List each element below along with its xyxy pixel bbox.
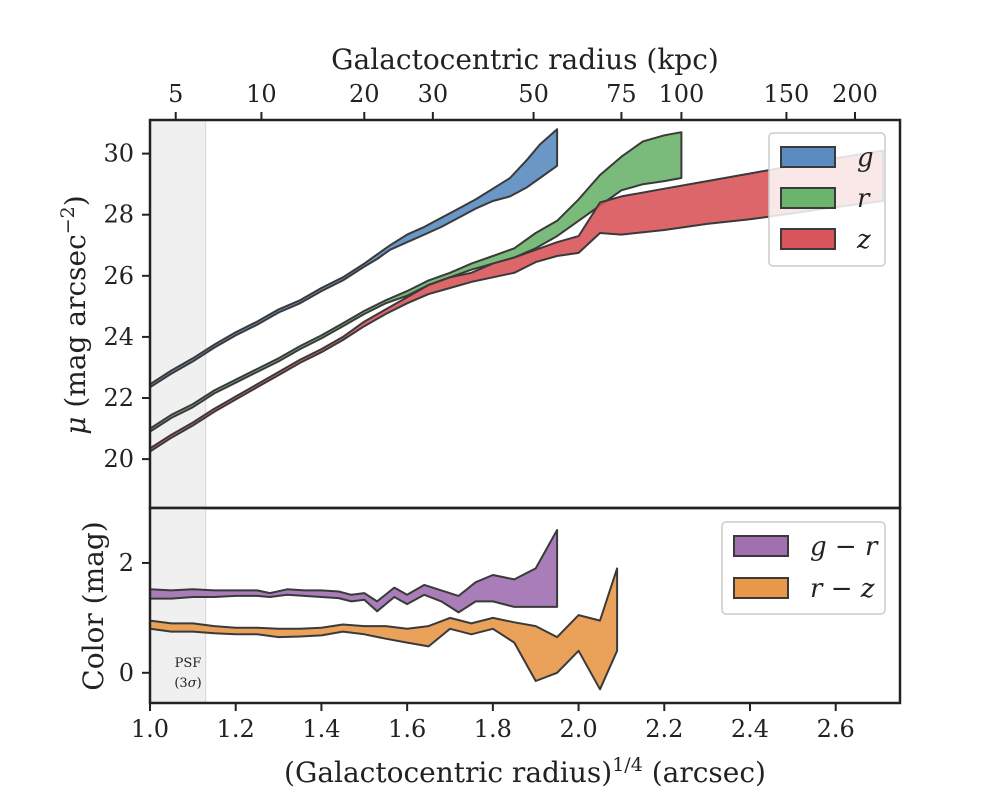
mu-symbol: μ: [59, 417, 92, 435]
bottom-y-ticks: 02: [119, 549, 150, 687]
top-x-axis-label: Galactocentric radius (kpc): [331, 43, 719, 76]
legend-label: r − z: [810, 574, 875, 604]
x-tick-label: 1.8: [474, 715, 512, 743]
legend-swatch: [733, 535, 789, 557]
psf-shade-rect: [150, 120, 206, 508]
kpc-tick-label: 100: [659, 80, 705, 108]
y-tick-label: 0: [119, 659, 134, 687]
top-y-axis-label: μ (mag arcsec−2): [57, 195, 92, 434]
bottom-x-ticks: 1.0 1.2 1.4 1.6 1.8 2.0 2.2 2.4 2.6: [131, 703, 855, 743]
series-band-r: [149, 131, 683, 433]
x-tick-label: 2.4: [731, 715, 769, 743]
y-tick-label: 26: [103, 262, 134, 290]
kpc-tick-label: 200: [832, 80, 878, 108]
kpc-tick-label: 150: [764, 80, 810, 108]
color-panel: 02 1.0 1.2 1.4 1.6 1.8 2.0 2.2 2.4 2.6 PSF (3σ) …: [77, 506, 902, 789]
y-tick-label: 28: [103, 201, 134, 229]
bottom-panel-frame: [148, 506, 902, 705]
psf-shaded-region: [150, 508, 207, 703]
y-tick-label: 22: [103, 384, 134, 412]
ylabel-superscript: −2: [57, 206, 79, 234]
bottom-y-axis-label: Color (mag): [77, 521, 110, 690]
legend-swatch: [780, 228, 836, 250]
x-tick-label: 2.2: [645, 715, 683, 743]
legend-label: r: [857, 184, 871, 214]
kpc-tick-label: 30: [418, 80, 449, 108]
top-kpc-ticks: 5 10 20 30 50 75 100 150 200: [168, 80, 878, 120]
kpc-tick-label: 50: [518, 80, 549, 108]
kpc-tick-label: 20: [349, 80, 380, 108]
kpc-tick-label: 75: [606, 80, 637, 108]
legend-swatch: [733, 577, 789, 599]
y-tick-label: 30: [103, 140, 134, 168]
x-tick-label: 1.4: [302, 715, 340, 743]
top-legend: grz: [768, 132, 886, 267]
series-band-g-minus-r: [149, 529, 559, 614]
ylabel-suffix: ): [59, 195, 92, 206]
legend-label: g: [857, 143, 874, 173]
legend-label: g − r: [810, 532, 879, 562]
legend-label: z: [856, 225, 871, 255]
psf-shade-rect: [150, 508, 206, 703]
bottom-legend: g − r r − z: [721, 521, 886, 615]
bottom-x-axis-label: (Galactocentric radius)1/4 (arcsec): [284, 754, 766, 789]
y-tick-label: 2: [119, 549, 134, 577]
psf-annotation-line1: PSF: [175, 656, 202, 671]
psf-shaded-region: [150, 120, 207, 508]
x-tick-label: 1.0: [131, 715, 169, 743]
series-band-g: [149, 128, 559, 389]
x-tick-label: 2.0: [559, 715, 597, 743]
legend-swatch: [780, 187, 836, 209]
surface-brightness-panel: 20 22 24 26 28 30 5 10 20 30 50 75 100 150 200 Galact…: [57, 43, 902, 510]
kpc-tick-label: 10: [246, 80, 277, 108]
psf-annotation-line2: (3σ): [174, 676, 201, 691]
top-y-ticks: 20 22 24 26 28 30: [103, 140, 150, 473]
x-tick-label: 2.6: [817, 715, 855, 743]
ylabel-main: (mag arcsec: [59, 234, 92, 416]
series-band-r-minus-z: [149, 567, 619, 691]
kpc-tick-label: 5: [168, 80, 183, 108]
x-tick-label: 1.6: [388, 715, 426, 743]
y-tick-label: 24: [103, 323, 134, 351]
x-tick-label: 1.2: [217, 715, 255, 743]
legend-swatch: [780, 146, 836, 168]
axes-frame: [148, 506, 902, 705]
color-bands: [149, 529, 619, 691]
y-tick-label: 20: [103, 445, 134, 473]
